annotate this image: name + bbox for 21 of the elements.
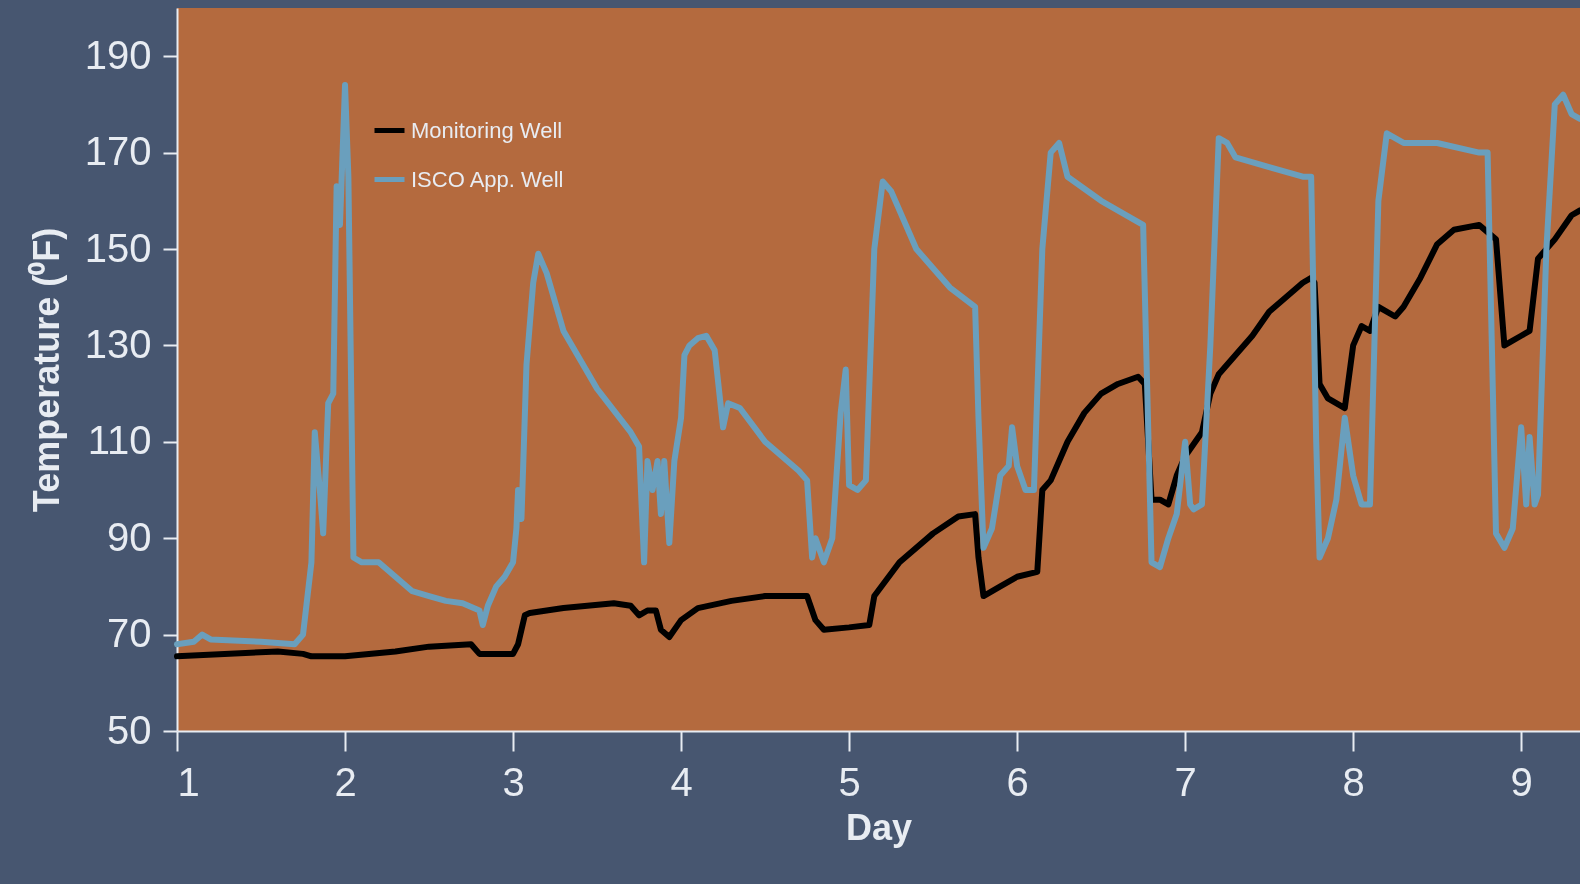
y-tick-label: 130 — [84, 321, 152, 366]
y-tick-label: 90 — [107, 514, 152, 559]
x-tick-label: 1 — [177, 759, 200, 804]
y-axis-title: Temperature (⁰F) — [25, 227, 67, 513]
x-axis-title: Day — [845, 806, 913, 848]
x-tick-label: 6 — [1006, 759, 1029, 804]
y-tick-label: 190 — [84, 32, 152, 77]
y-tick-label: 150 — [84, 225, 152, 270]
y-tick-label: 110 — [87, 418, 152, 463]
x-tick-label: 7 — [1174, 759, 1197, 804]
y-tick-label: 170 — [84, 129, 152, 174]
x-tick-label: 4 — [670, 759, 693, 804]
x-tick-label: 8 — [1342, 759, 1365, 804]
x-tick-label: 9 — [1510, 759, 1533, 804]
y-tick-label: 50 — [107, 707, 152, 752]
x-tick-label: 2 — [334, 759, 357, 804]
y-tick-label: 70 — [107, 611, 152, 656]
legend-label: ISCO App. Well — [411, 166, 564, 192]
x-tick-label: 3 — [502, 759, 525, 804]
x-tick-label: 5 — [838, 759, 861, 804]
legend-label: Monitoring Well — [411, 117, 563, 143]
